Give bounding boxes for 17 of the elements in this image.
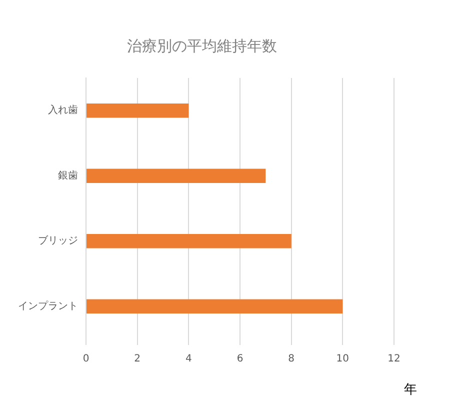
- bar: [86, 168, 266, 184]
- y-tick-label: インプラント: [18, 300, 78, 312]
- x-tick-label: 6: [236, 354, 244, 365]
- y-tick-label: ブリッジ: [38, 234, 78, 247]
- x-tick-label: 0: [82, 354, 90, 365]
- x-tick-label: 12: [388, 354, 400, 365]
- bar: [86, 299, 343, 314]
- x-axis-title: 年: [404, 382, 417, 398]
- bar: [86, 103, 189, 118]
- bar: [86, 234, 292, 248]
- x-tick-label: 2: [134, 354, 141, 365]
- x-tick-label: 10: [336, 354, 350, 365]
- y-tick-label: 入れ歯: [48, 104, 78, 116]
- y-tick-label: 銀歯: [58, 169, 78, 182]
- x-tick-label: 4: [185, 354, 192, 365]
- x-tick-label: 8: [288, 354, 295, 365]
- chart-title: 治療別の平均維持年数: [127, 36, 277, 55]
